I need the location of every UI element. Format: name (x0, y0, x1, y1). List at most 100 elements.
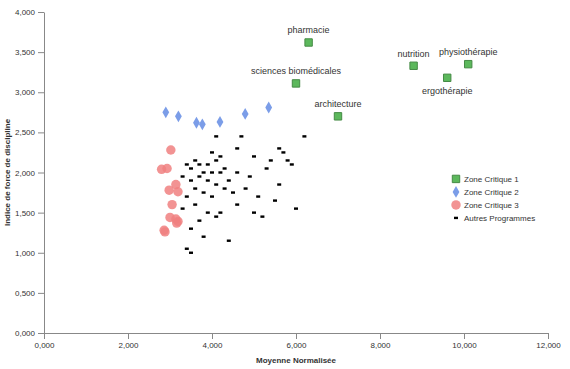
point (173, 187, 182, 196)
point (185, 248, 189, 250)
point (202, 236, 206, 238)
point (210, 171, 214, 173)
point (294, 207, 298, 209)
point (181, 175, 185, 177)
tick: 8,000 (370, 333, 391, 350)
tick: 0,000 (15, 329, 44, 338)
point (227, 179, 231, 181)
point (189, 167, 193, 169)
point (206, 163, 210, 165)
tick-mark (38, 173, 44, 174)
point (334, 113, 341, 120)
point (199, 118, 206, 130)
point-labels: pharmacienutritionphysiothérapieergothér… (251, 25, 497, 109)
point (235, 203, 239, 205)
point (210, 151, 214, 153)
legend-item: Zone Critique 1 (452, 175, 519, 184)
point (162, 164, 171, 173)
tick: 2,000 (118, 333, 139, 350)
legend-marker (453, 186, 460, 198)
legend-label: Zone Critique 1 (464, 175, 519, 184)
legend-marker (452, 175, 459, 182)
point (410, 62, 417, 69)
point (235, 147, 239, 149)
legend-marker (454, 217, 458, 219)
point (231, 191, 235, 193)
point (197, 163, 201, 165)
point (189, 179, 193, 181)
point (286, 159, 290, 161)
tick-mark (128, 333, 129, 339)
tick: 0,000 (34, 333, 55, 350)
tick-label: 0,500 (15, 289, 36, 298)
tick: 3,500 (15, 48, 44, 57)
y-axis-title: Indice de force de discipline (3, 118, 12, 226)
tick: 1,000 (15, 249, 44, 258)
tick: 0,500 (15, 289, 44, 298)
tick-label: 4,000 (202, 341, 223, 350)
tick-mark (38, 132, 44, 133)
point (302, 135, 306, 137)
point (227, 240, 231, 242)
tick: 12,000 (536, 333, 561, 350)
tick-mark (38, 92, 44, 93)
point (166, 145, 175, 154)
series (162, 102, 272, 131)
tick: 2,500 (15, 128, 44, 137)
point (239, 135, 243, 137)
point (223, 167, 227, 169)
point (202, 171, 206, 173)
tick-mark (212, 333, 213, 339)
point (269, 159, 273, 161)
point (214, 159, 218, 161)
point (242, 108, 249, 120)
tick: 4,000 (202, 333, 223, 350)
tick-mark (44, 333, 45, 339)
tick-label: 6,000 (286, 341, 307, 350)
point (210, 195, 214, 197)
tick-label: 0,000 (34, 341, 55, 350)
point (443, 74, 450, 81)
tick-label: 0,000 (15, 329, 36, 338)
point (206, 179, 210, 181)
tick: 2,000 (15, 169, 44, 178)
point (193, 159, 197, 161)
point (235, 171, 239, 173)
tick-mark (38, 52, 44, 53)
point (164, 185, 173, 194)
point-label: physiothérapie (439, 47, 498, 57)
tick-label: 2,500 (15, 128, 36, 137)
tick-label: 8,000 (370, 341, 391, 350)
tick: 4,000 (15, 8, 44, 17)
legend-label: Autres Programmes (464, 214, 535, 223)
tick-mark (38, 12, 44, 13)
point (248, 175, 252, 177)
tick-label: 1,500 (15, 209, 36, 218)
tick-mark (380, 333, 381, 339)
point (277, 183, 281, 185)
y-axis: 0,000 0,500 1,000 1,500 2,000 2,500 3,000 3,500… (15, 8, 45, 338)
tick-label: 3,000 (15, 88, 36, 97)
point (214, 135, 218, 137)
tick-label: 4,000 (15, 8, 36, 17)
legend-item: Zone Critique 2 (453, 186, 520, 198)
point (189, 227, 193, 229)
point (218, 211, 222, 213)
point-label: nutrition (398, 49, 430, 59)
legend-item: Zone Critique 3 (451, 200, 519, 210)
point-label: pharmacie (288, 25, 330, 35)
tick-label: 10,000 (452, 341, 477, 350)
point (197, 175, 201, 177)
point-label: sciences biomédicales (251, 66, 342, 76)
point (159, 226, 168, 235)
point (256, 195, 260, 197)
point (214, 215, 218, 217)
tick-label: 2,000 (15, 169, 36, 178)
legend-marker (451, 200, 460, 209)
x-axis-title: Moyenne Normalisée (256, 356, 337, 365)
plot: 0,000 2,000 4,000 6,000 8,000 10,000 12,000 0,0… (15, 8, 561, 350)
chart: 0,000 2,000 4,000 6,000 8,000 10,000 12,000 0,0… (0, 0, 570, 369)
point (181, 207, 185, 209)
point (185, 195, 189, 197)
point (175, 110, 182, 122)
